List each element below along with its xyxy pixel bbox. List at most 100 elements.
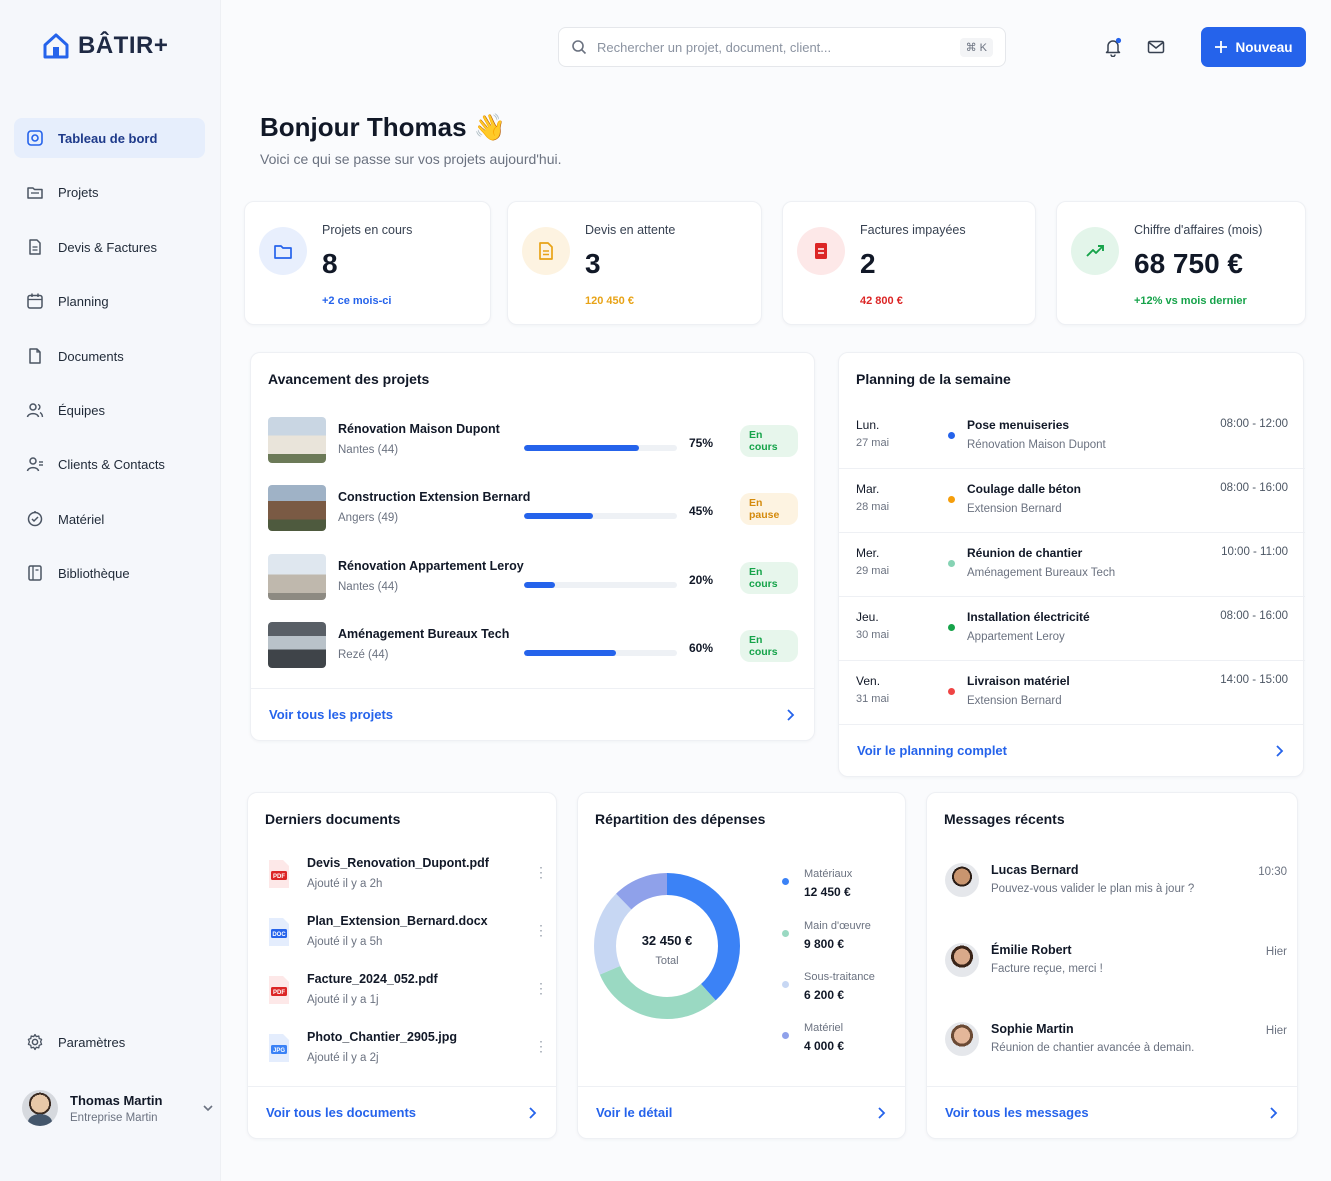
message-row[interactable]: Sophie Martin Réunion de chantier avancé… xyxy=(945,1022,1287,1072)
gear-icon xyxy=(27,1033,43,1051)
sidebar-item-documents[interactable]: Documents xyxy=(14,336,205,376)
planning-row[interactable]: Mar. 28 mai Coulage dalle béton Extensio… xyxy=(839,469,1305,533)
avatar xyxy=(945,1022,979,1056)
kpi-value: 68 750 € xyxy=(1134,248,1243,279)
progress-bar xyxy=(524,445,677,451)
kpi-delta: 120 450 € xyxy=(585,295,634,307)
message-preview: Pouvez-vous valider le plan mis à jour ? xyxy=(991,883,1195,895)
document-name: Plan_Extension_Bernard.docx xyxy=(307,914,488,928)
sidebar-item-devis-factures[interactable]: Devis & Factures xyxy=(14,227,205,267)
document-row[interactable]: PDF Devis_Renovation_Dupont.pdf Ajouté i… xyxy=(264,853,548,901)
chevron-right-icon xyxy=(1276,744,1284,757)
projects-card: Avancement des projets Rénovation Maison… xyxy=(250,352,815,741)
bell-icon xyxy=(1105,37,1122,57)
planning-day: Ven. xyxy=(856,674,881,688)
planning-date: 29 mai xyxy=(856,565,890,577)
project-row[interactable]: Construction Extension Bernard Angers (4… xyxy=(268,485,798,535)
view-detail-link[interactable]: Voir le détail xyxy=(578,1086,905,1138)
planning-row[interactable]: Mer. 29 mai Réunion de chantier Aménagem… xyxy=(839,533,1305,597)
search-bar[interactable]: ⌘ K xyxy=(558,27,1006,67)
sidebar-item-label: Bibliothèque xyxy=(58,565,130,581)
more-options-icon[interactable]: ⋮ xyxy=(534,864,548,880)
more-options-icon[interactable]: ⋮ xyxy=(534,1038,548,1054)
sidebar-item-parametres[interactable]: Paramètres xyxy=(14,1022,205,1062)
user-menu[interactable]: Thomas Martin Entreprise Martin xyxy=(22,1090,214,1126)
planning-row[interactable]: Jeu. 30 mai Installation électricité App… xyxy=(839,597,1305,661)
project-row[interactable]: Aménagement Bureaux Tech Rezé (44) 60% E… xyxy=(268,622,798,672)
document-icon xyxy=(522,227,570,275)
tools-icon xyxy=(27,511,43,527)
document-added: Ajouté il y a 2j xyxy=(307,1052,379,1064)
sidebar-item-clients-contacts[interactable]: Clients & Contacts xyxy=(14,444,205,484)
legend-dot xyxy=(782,981,789,988)
donut-slice-3[interactable] xyxy=(594,873,740,1019)
message-sender: Lucas Bernard xyxy=(991,863,1079,877)
plus-icon xyxy=(1215,41,1228,53)
planning-time: 10:00 - 11:00 xyxy=(1221,546,1288,558)
project-name: Aménagement Bureaux Tech xyxy=(338,627,510,641)
donut-slice-1[interactable] xyxy=(594,873,740,1019)
kpi-card-factures[interactable]: Factures impayées 2 42 800 € xyxy=(782,201,1036,325)
app-logo[interactable]: BÂTIR+ xyxy=(42,32,168,60)
sidebar-item-materiel[interactable]: Matériel xyxy=(14,499,205,539)
document-icon xyxy=(29,348,41,364)
app-name: BÂTIR+ xyxy=(78,32,169,59)
sidebar-item-dashboard[interactable]: Tableau de bord xyxy=(14,118,205,158)
legend-label: Sous-traitance xyxy=(804,971,875,983)
planning-day: Jeu. xyxy=(856,610,879,624)
sidebar-item-label: Devis & Factures xyxy=(58,239,157,255)
legend-label: Matériel xyxy=(804,1022,844,1034)
message-preview: Réunion de chantier avancée à demain. xyxy=(991,1042,1195,1054)
planning-project: Aménagement Bureaux Tech xyxy=(967,567,1116,579)
sidebar-item-label: Planning xyxy=(58,293,109,309)
planning-title: Livraison matériel xyxy=(967,674,1070,688)
house-logo-icon xyxy=(43,33,69,59)
chevron-right-icon xyxy=(878,1106,886,1119)
svg-text:PDF: PDF xyxy=(273,990,285,996)
sidebar-item-label: Clients & Contacts xyxy=(58,456,165,472)
donut-slice-2[interactable] xyxy=(594,873,740,1019)
planning-row[interactable]: Ven. 31 mai Livraison matériel Extension… xyxy=(839,661,1305,725)
message-row[interactable]: Lucas Bernard Pouvez-vous valider le pla… xyxy=(945,863,1287,913)
search-input[interactable] xyxy=(597,39,950,55)
avatar xyxy=(945,863,979,897)
document-row[interactable]: DOC Plan_Extension_Bernard.docx Ajouté i… xyxy=(264,911,548,959)
view-all-documents-link[interactable]: Voir tous les documents xyxy=(248,1086,556,1138)
status-badge: En cours xyxy=(740,562,798,594)
legend-value: 4 000 € xyxy=(804,1039,845,1053)
sidebar-item-equipes[interactable]: Équipes xyxy=(14,390,205,430)
view-full-planning-link[interactable]: Voir le planning complet xyxy=(839,724,1303,776)
project-row[interactable]: Rénovation Appartement Leroy Nantes (44)… xyxy=(268,554,798,604)
kpi-card-chiffre-affaires[interactable]: Chiffre d'affaires (mois) 68 750 € +12% … xyxy=(1056,201,1306,325)
chevron-down-icon[interactable] xyxy=(202,1102,214,1114)
more-options-icon[interactable]: ⋮ xyxy=(534,980,548,996)
message-row[interactable]: Émilie Robert Facture reçue, merci ! Hie… xyxy=(945,943,1287,993)
project-location: Nantes (44) xyxy=(338,444,399,456)
footer-label: Voir tous les projets xyxy=(269,707,394,722)
progress-bar xyxy=(524,513,677,519)
document-row[interactable]: PDF Facture_2024_052.pdf Ajouté il y a 1… xyxy=(264,969,548,1017)
planning-row[interactable]: Lun. 27 mai Pose menuiseries Rénovation … xyxy=(839,405,1305,469)
kpi-label: Devis en attente xyxy=(585,223,676,237)
project-photo xyxy=(268,417,326,463)
messages-button[interactable] xyxy=(1142,33,1170,61)
project-row[interactable]: Rénovation Maison Dupont Nantes (44) 75%… xyxy=(268,417,798,467)
folder-icon xyxy=(27,187,43,199)
planning-dot xyxy=(948,432,955,439)
sidebar-item-label: Matériel xyxy=(58,511,105,527)
planning-project: Rénovation Maison Dupont xyxy=(967,439,1106,451)
notifications-button[interactable] xyxy=(1099,33,1127,61)
document-row[interactable]: JPG Photo_Chantier_2905.jpg Ajouté il y … xyxy=(264,1027,548,1075)
sidebar-item-bibliotheque[interactable]: Bibliothèque xyxy=(14,553,205,593)
kpi-card-projets[interactable]: Projets en cours 8 +2 ce mois-ci xyxy=(244,201,491,325)
project-photo xyxy=(268,622,326,668)
sidebar-item-projets[interactable]: Projets xyxy=(14,172,205,212)
sidebar-item-planning[interactable]: Planning xyxy=(14,281,205,321)
view-all-projects-link[interactable]: Voir tous les projets xyxy=(251,688,814,740)
folder-icon xyxy=(259,227,307,275)
document-added: Ajouté il y a 2h xyxy=(307,878,383,890)
more-options-icon[interactable]: ⋮ xyxy=(534,922,548,938)
view-all-messages-link[interactable]: Voir tous les messages xyxy=(927,1086,1297,1138)
new-button[interactable]: Nouveau xyxy=(1201,27,1306,67)
kpi-card-devis[interactable]: Devis en attente 3 120 450 € xyxy=(507,201,762,325)
